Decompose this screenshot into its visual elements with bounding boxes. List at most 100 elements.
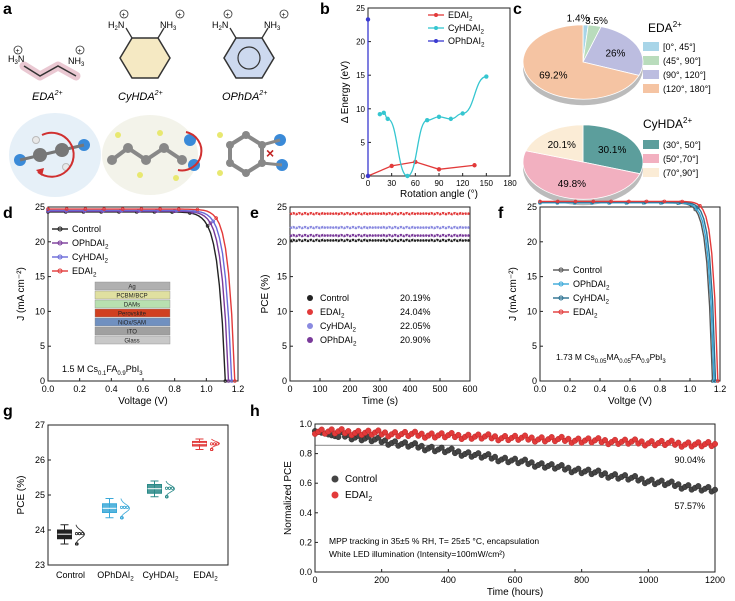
legend-marker — [434, 13, 438, 17]
stability-point — [585, 435, 592, 442]
x-category-label-CyHDAI: CyHDAI2 — [142, 570, 179, 583]
x-tick-label: 0.0 — [534, 384, 547, 394]
jv-marker — [627, 199, 631, 204]
legend-label-EDAI: EDAI2 — [320, 307, 345, 320]
svg-text:NH3: NH3 — [264, 20, 281, 32]
legend-label: (45°, 90°] — [663, 56, 701, 66]
stability-point — [622, 436, 629, 443]
stability-point — [648, 438, 655, 445]
y-tick-label: 15 — [35, 272, 45, 282]
jv-curve-EDAI — [48, 208, 236, 382]
legend-marker — [558, 309, 564, 315]
legend-marker — [434, 26, 438, 30]
device-composition-annotation: 1.73 M Cs0.05MA0.05FA0.9PbI3 — [556, 352, 666, 365]
pie-title: EDA2+ — [648, 20, 682, 35]
device-composition-annotation: 1.5 M Cs0.1FA0.9PbI3 — [62, 364, 143, 377]
device-layer-label: DAMs — [124, 303, 140, 309]
jv-marker — [555, 199, 560, 204]
jv-marker — [46, 207, 50, 211]
jv-marker — [214, 216, 218, 220]
jv-marker — [208, 221, 213, 225]
legend-label-OPhDAI: OPhDAI2 — [573, 279, 610, 292]
legend-label: (70°,90°] — [663, 168, 698, 178]
x-tick-label: 200 — [342, 384, 357, 394]
stability-point — [538, 434, 545, 441]
legend-marker — [307, 323, 313, 329]
stability-point — [502, 454, 509, 461]
pce-trace-Control — [289, 238, 471, 243]
legend-value: 20.19% — [400, 293, 431, 303]
legend-label-Control: Control — [345, 474, 377, 485]
x-tick-label: 1000 — [638, 575, 658, 585]
chart-f-jv-curves: 0.0 0.2 0.4 0.6 0.8 1.0 1.2 0 5 10 15 20 25 Voltge (V… — [508, 199, 726, 407]
x-tick-label: 800 — [574, 575, 589, 585]
y-tick-label: 10 — [35, 306, 45, 316]
eda-label: EDA2+ — [32, 90, 63, 103]
y-tick-label: 0 — [361, 172, 366, 181]
jv-curve-CyHDAI — [48, 209, 233, 382]
device-layer — [94, 317, 171, 327]
stability-point — [712, 440, 719, 447]
distribution-curve — [75, 524, 85, 545]
stability-point — [512, 432, 519, 439]
y-axis-label: J (mA cm⁻²) — [508, 267, 519, 321]
jv-marker — [233, 379, 237, 383]
jv-marker — [713, 379, 718, 383]
data-point — [80, 532, 84, 536]
data-point — [448, 116, 454, 122]
x-tick-label: 400 — [441, 575, 456, 585]
legend-label-Control: Control — [573, 265, 602, 275]
device-layer-label: ITO — [127, 330, 137, 336]
stability-point — [492, 433, 499, 440]
stability-point — [438, 444, 445, 451]
y-tick-label: 0.4 — [299, 508, 312, 518]
stability-point — [548, 461, 555, 468]
y-tick-label: 20 — [35, 237, 45, 247]
data-point — [405, 173, 410, 179]
stability-point — [648, 476, 655, 483]
y-axis-label: J (mA cm⁻²) — [16, 267, 27, 321]
chart-d-jv-curves: 0.0 0.2 0.4 0.6 0.8 1.0 1.2 0 5 10 15 20 25 Voltage (… — [16, 202, 244, 407]
stability-point — [475, 450, 482, 457]
y-tick-label: 10 — [277, 306, 287, 316]
x-axis-label: Time (s) — [362, 396, 398, 407]
jv-marker — [176, 207, 181, 211]
stability-point — [565, 435, 572, 442]
y-tick-label: 10 — [356, 105, 365, 114]
stability-point — [455, 431, 462, 438]
stability-point — [585, 466, 592, 473]
chart-b-rotation-energy: 0 30 60 90 120 150 180 0 5 10 15 20 25 Rotation angle… — [340, 4, 517, 200]
y-tick-label: 25 — [35, 202, 45, 212]
stability-point — [685, 482, 692, 489]
x-tick-label: 120 — [456, 179, 470, 188]
data-point — [75, 532, 79, 536]
x-tick-label: 0 — [312, 575, 317, 585]
stability-point — [595, 467, 602, 474]
jv-marker — [698, 204, 702, 208]
legend-label: (30°, 50°] — [663, 140, 701, 150]
device-layer — [94, 281, 171, 291]
y-tick-label: 0.0 — [299, 567, 312, 577]
y-tick-label: 0.2 — [299, 537, 312, 547]
jv-marker — [538, 199, 542, 204]
svg-text:NH3: NH3 — [68, 56, 85, 68]
stability-point — [705, 439, 712, 446]
stability-point — [418, 430, 425, 437]
x-tick-label: 0.8 — [654, 384, 667, 394]
stability-point — [382, 437, 389, 444]
chart-e-stabilized-pce: 0 100 200 300 400 500 600 0 5 10 15 20 25 Time (s) PCE… — [260, 202, 478, 407]
x-tick-label: 90 — [435, 179, 444, 188]
jv-marker — [102, 207, 106, 211]
pie-slice-label: 49.8% — [558, 179, 586, 190]
svg-text:H3N: H3N — [8, 54, 24, 66]
stability-point — [402, 439, 409, 446]
stability-point — [548, 434, 555, 441]
panel-label-g: g — [3, 403, 13, 420]
legend-label-EDAI: EDAI2 — [448, 10, 473, 23]
pie-slice — [582, 124, 644, 175]
legend-value: 22.05% — [400, 321, 431, 331]
stability-point — [675, 481, 682, 488]
legend-label-OPhDAI: OPhDAI2 — [448, 36, 485, 49]
stability-point — [318, 426, 325, 433]
